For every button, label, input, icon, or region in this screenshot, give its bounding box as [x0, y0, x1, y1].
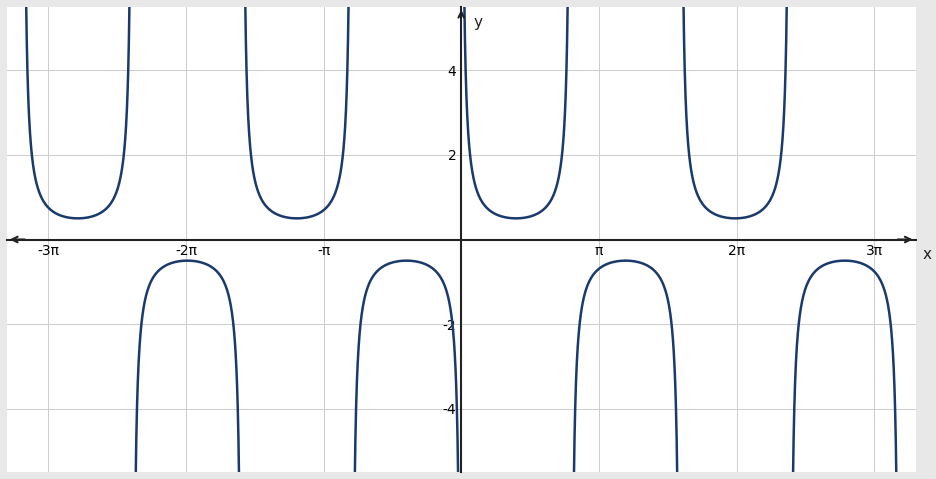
- Text: x: x: [921, 247, 930, 262]
- Text: y: y: [473, 15, 482, 30]
